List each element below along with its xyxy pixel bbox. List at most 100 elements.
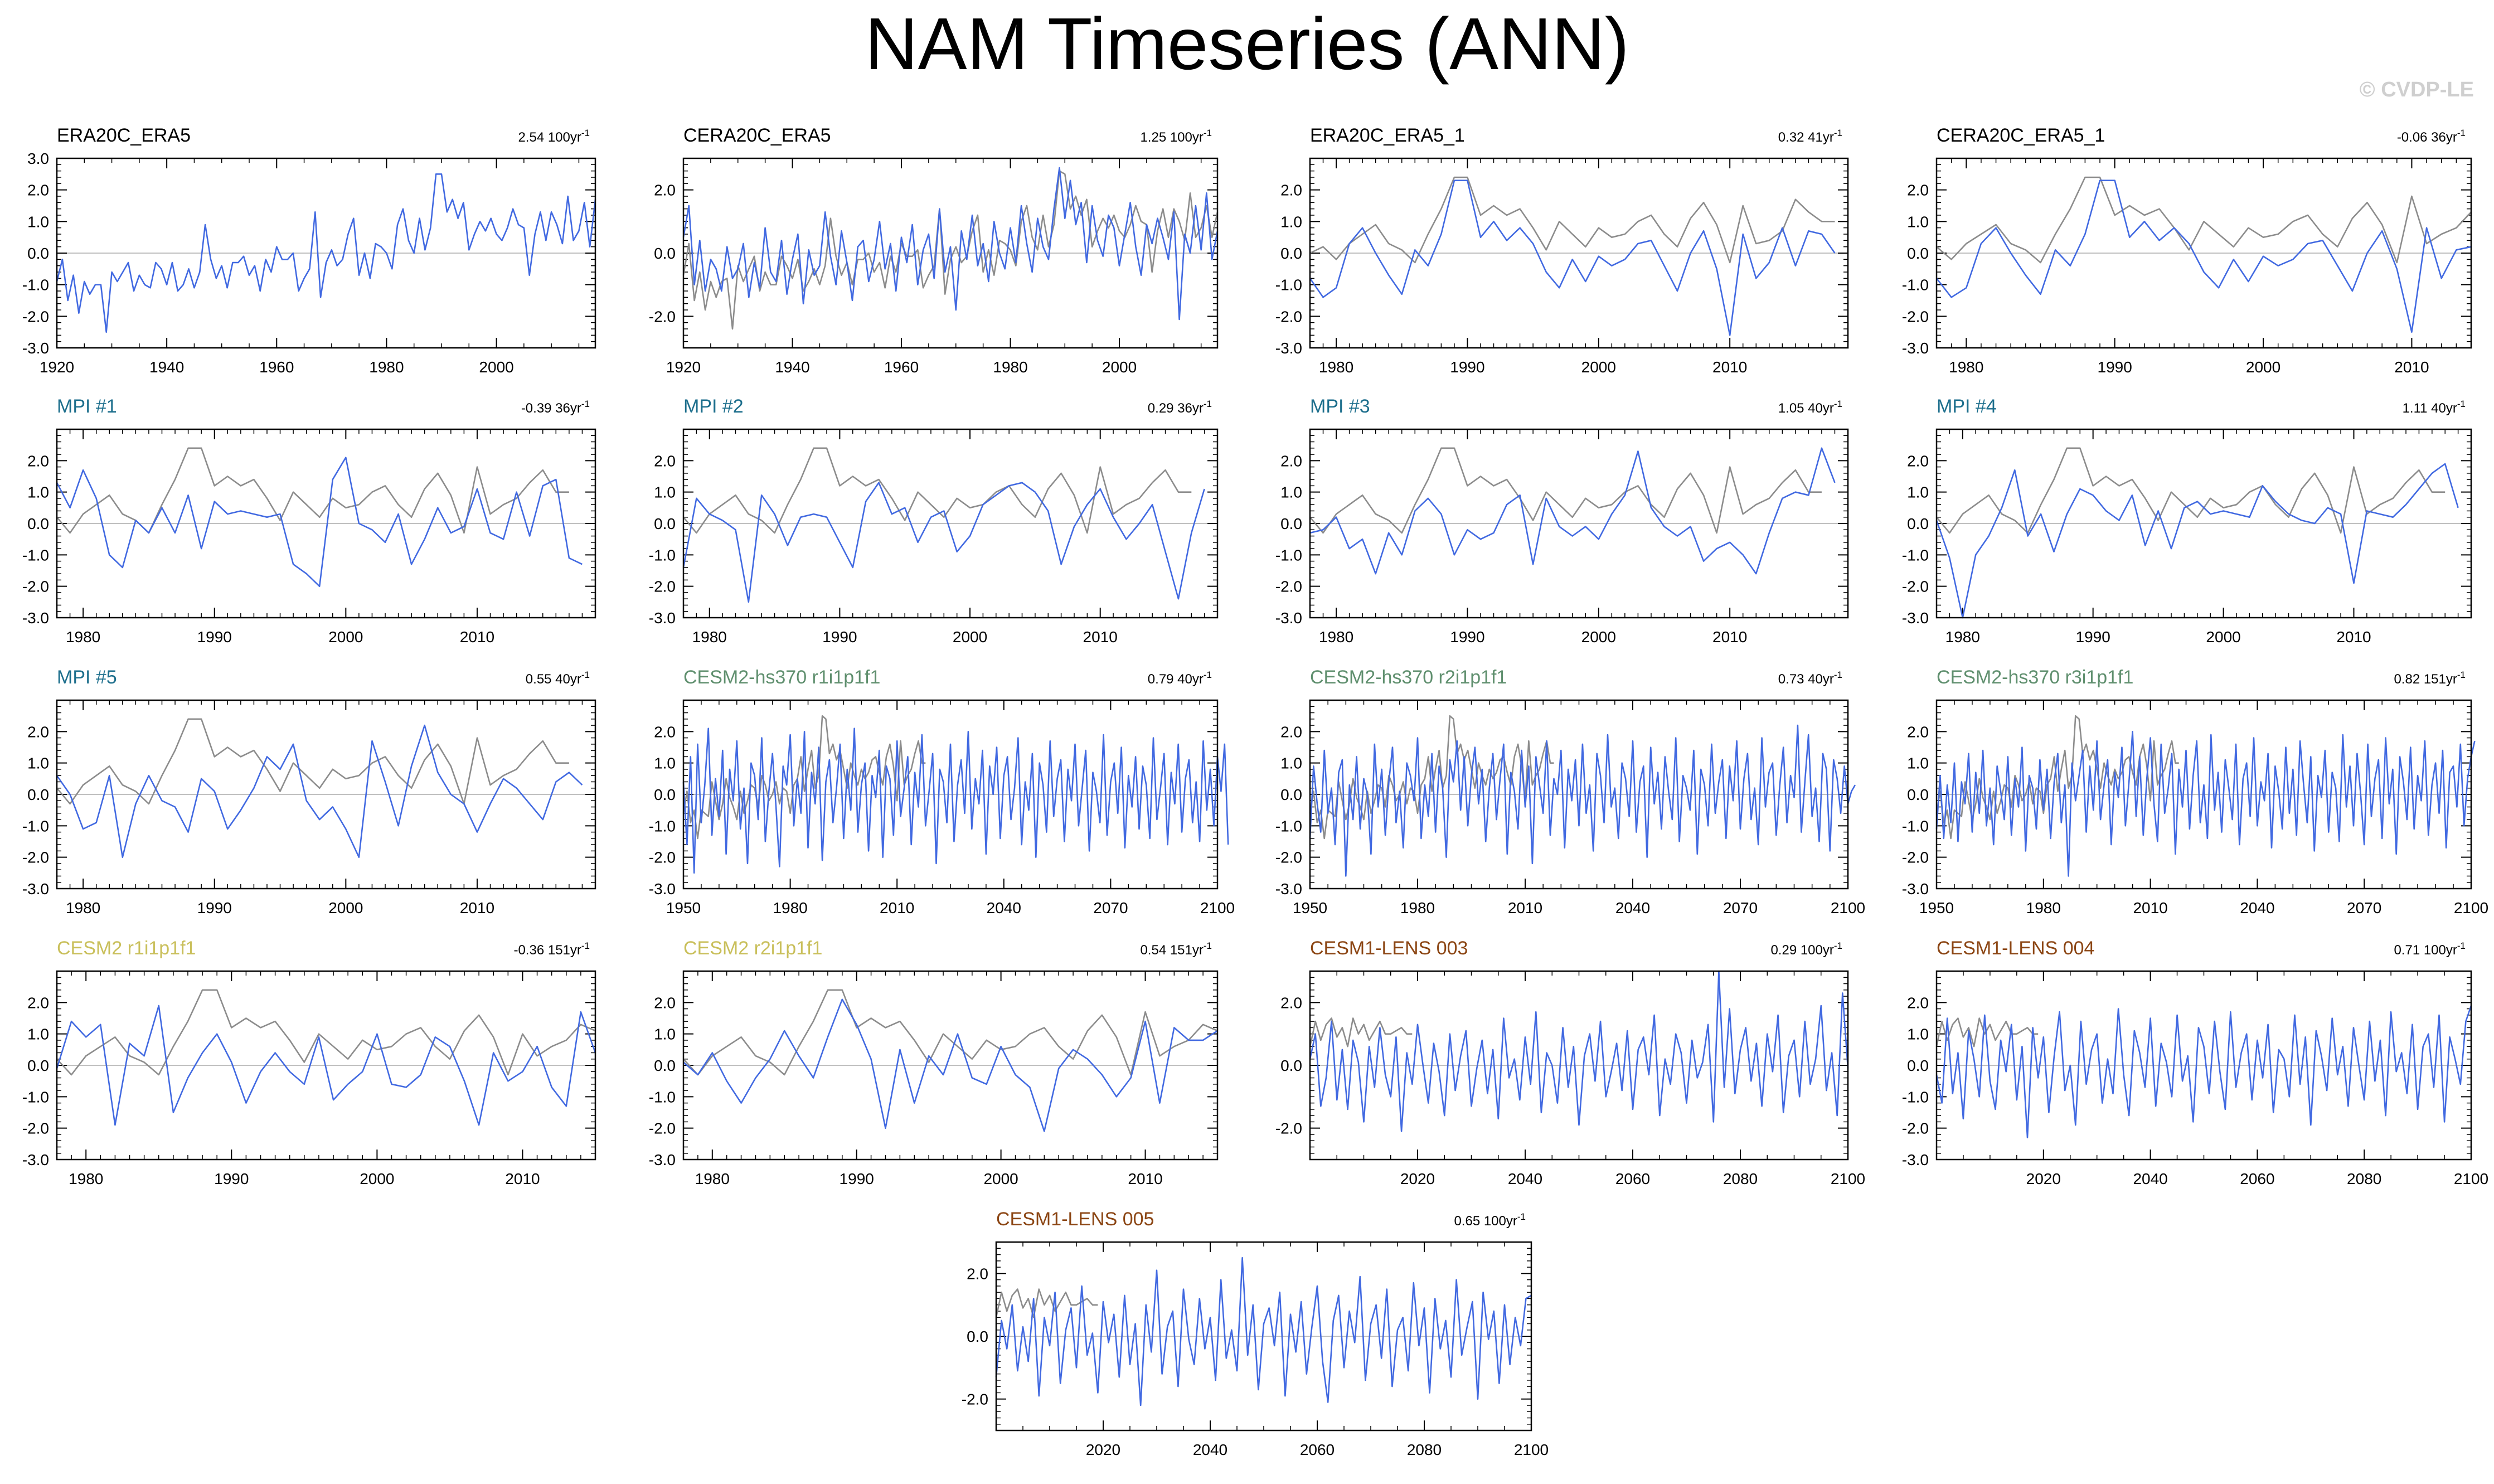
y-tick-label: -2.0 (649, 849, 676, 866)
observed-series-line (682, 447, 1192, 534)
y-tick-label: 0.0 (1907, 786, 1929, 803)
y-tick-label: 2.0 (654, 182, 676, 199)
model-series-line (682, 728, 1229, 874)
y-tick-label: -1.0 (1275, 817, 1302, 835)
y-tick-label: 1.0 (654, 484, 676, 501)
y-tick-label: 2.0 (1280, 452, 1302, 469)
x-tick-label: 2010 (2394, 358, 2429, 376)
y-tick-label: -1.0 (22, 277, 49, 294)
panel-trend: 0.82 151yr-1 (2394, 670, 2466, 687)
trend-exponent: -1 (2457, 128, 2466, 138)
x-tick-label: 2010 (460, 899, 494, 916)
y-tick-label: -2.0 (1275, 578, 1302, 595)
plot-frame (682, 428, 1219, 619)
x-tick-label: 2000 (328, 899, 363, 916)
y-tick-label: 0.0 (654, 786, 676, 803)
plot-frame (1309, 970, 1849, 1161)
y-tick-label: 1.0 (27, 755, 49, 772)
x-tick-label: 2010 (505, 1170, 540, 1187)
panel-trend: 0.29 100yr-1 (1770, 940, 1842, 958)
x-tick-label: 1980 (1949, 358, 1983, 376)
model-series-line (1309, 970, 1849, 1132)
panel-trend: -0.36 151yr-1 (513, 940, 590, 958)
trend-value: 0.82 151yr (2394, 672, 2457, 687)
y-tick-label: 1.0 (1907, 755, 1929, 772)
x-tick-label: 2020 (2026, 1170, 2061, 1187)
y-tick-label: -1.0 (1902, 817, 1929, 835)
chart-panel: MPI #1 -0.39 36yr-1 1980 1990 2000 2010 2.0 1.0… (22, 396, 596, 646)
chart-panel: CERA20C_ERA5_1 -0.06 36yr-1 1980 1990 2000 20… (1902, 125, 2472, 376)
x-tick-label: 1990 (2098, 358, 2132, 376)
plot-frame (995, 1241, 1532, 1432)
trend-exponent: -1 (2457, 940, 2466, 951)
x-tick-label: 2040 (987, 899, 1021, 916)
y-tick-label: 2.0 (1280, 182, 1302, 199)
x-tick-label: 1980 (66, 628, 100, 646)
model-series-line (683, 998, 1218, 1132)
panel-title: CESM1-LENS 005 (996, 1209, 1154, 1230)
panel-title: CESM2-hs370 r2i1p1f1 (1310, 667, 1507, 688)
chart-panel: ERA20C_ERA5 2.54 100yr-1 1920 1940 1960 1980 2… (22, 125, 596, 376)
y-tick-label: 2.0 (1907, 452, 1929, 469)
panel-trend: 0.79 40yr-1 (1148, 670, 1212, 687)
x-tick-label: 2040 (2240, 899, 2274, 916)
panel-trend: 2.54 100yr-1 (518, 128, 590, 145)
model-series-line (56, 724, 583, 858)
x-tick-label: 2060 (1615, 1170, 1650, 1187)
observed-series-line (1309, 447, 1822, 534)
trend-exponent: -1 (581, 670, 590, 680)
trend-value: 0.54 151yr (1140, 943, 1203, 958)
y-tick-label: -2.0 (22, 308, 49, 325)
chart-panel: CESM1-LENS 004 0.71 100yr-1 2020 2040 2060 20… (1902, 938, 2488, 1187)
x-tick-label: 2040 (2133, 1170, 2167, 1187)
x-tick-label: 1990 (822, 628, 857, 646)
x-tick-label: 1950 (666, 899, 701, 916)
x-tick-label: 2100 (1831, 899, 1865, 916)
trend-exponent: -1 (1204, 128, 1212, 138)
panel-title: MPI #2 (683, 396, 744, 417)
trend-value: 1.25 100yr (1140, 130, 1203, 145)
x-tick-label: 1950 (1293, 899, 1327, 916)
y-tick-label: 0.0 (1280, 245, 1302, 262)
y-tick-label: 1.0 (1907, 213, 1929, 230)
x-tick-label: 1980 (1319, 628, 1353, 646)
x-tick-label: 2100 (1514, 1441, 1549, 1458)
panel-trend: 0.29 36yr-1 (1148, 399, 1212, 416)
panel-title: CESM2-hs370 r3i1p1f1 (1937, 667, 2133, 688)
trend-exponent: -1 (581, 399, 590, 409)
trend-value: -0.06 36yr (2397, 130, 2457, 145)
y-tick-label: -3.0 (22, 1151, 49, 1168)
panel-trend: 1.11 40yr-1 (2403, 399, 2466, 416)
plot-frame (56, 157, 596, 349)
x-tick-label: 1920 (666, 358, 701, 376)
trend-exponent: -1 (1204, 940, 1212, 951)
plot-frame (1309, 157, 1849, 349)
y-tick-label: -3.0 (649, 880, 676, 898)
x-tick-label: 1980 (369, 358, 404, 376)
model-series-line (1309, 724, 1856, 877)
y-tick-label: 0.0 (1280, 515, 1302, 532)
x-tick-label: 2010 (1083, 628, 1118, 646)
model-series-line (1935, 463, 2459, 619)
model-series-line (56, 1005, 596, 1126)
y-tick-label: -3.0 (22, 340, 49, 357)
x-tick-label: 1940 (775, 358, 809, 376)
y-tick-label: -2.0 (1275, 1120, 1302, 1137)
x-tick-label: 2000 (983, 1170, 1018, 1187)
model-series-line (1309, 447, 1836, 575)
x-tick-label: 2100 (2454, 899, 2488, 916)
x-tick-label: 1920 (40, 358, 74, 376)
observed-series-line (683, 989, 1218, 1076)
x-tick-label: 2040 (1615, 899, 1650, 916)
panel-trend: 0.55 40yr-1 (526, 670, 590, 687)
trend-value: 0.32 41yr (1778, 130, 1834, 145)
model-series-line (56, 173, 596, 333)
panel-trend: 0.73 40yr-1 (1778, 670, 1842, 687)
observed-series-line (682, 170, 1219, 330)
panel-title: CESM1-LENS 003 (1310, 938, 1468, 959)
x-tick-label: 2010 (2133, 899, 2167, 916)
y-tick-label: 1.0 (27, 213, 49, 230)
plot-frame (56, 970, 596, 1161)
y-tick-label: 1.0 (654, 755, 676, 772)
